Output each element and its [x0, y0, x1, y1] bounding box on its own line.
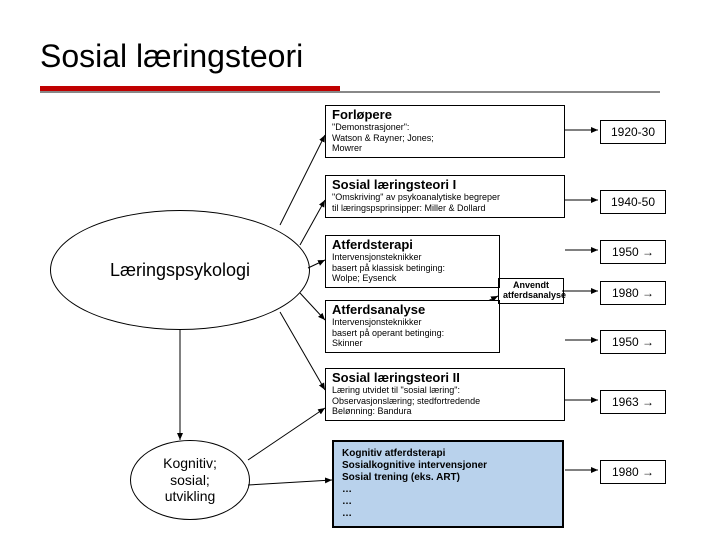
year-1920: 1920-30 — [600, 120, 666, 144]
year-1950b: 1950 → — [600, 330, 666, 354]
year-label: 1963 → — [612, 395, 654, 409]
box-head: Sosial læringsteori I — [332, 178, 558, 192]
box-slt1: Sosial læringsteori I "Omskriving" av ps… — [325, 175, 565, 218]
kbt-body: Kognitiv atferdsterapi Sosialkognitive i… — [342, 448, 487, 519]
box-atferdsterapi: Atferdsterapi Intervensjonsteknikker bas… — [325, 235, 500, 288]
box-body: Intervensjonsteknikker basert på klassis… — [332, 252, 493, 283]
box-kbt: Kognitiv atferdsterapi Sosialkognitive i… — [332, 440, 564, 528]
box-body: "Omskriving" av psykoanalytiske begreper… — [332, 192, 558, 213]
box-atferdsanalyse: Atferdsanalyse Intervensjonsteknikker ba… — [325, 300, 500, 353]
box-body: Læring utvidet til "sosial læring": Obse… — [332, 385, 558, 416]
oval-learning-psychology: Læringspsykologi — [50, 210, 310, 330]
box-head: Forløpere — [332, 108, 558, 122]
box-slt2: Sosial læringsteori II Læring utvidet ti… — [325, 368, 565, 421]
title-text: Sosial læringsteori — [40, 38, 303, 74]
year-label: 1940-50 — [611, 195, 655, 209]
box-head: Sosial læringsteori II — [332, 371, 558, 385]
year-1940: 1940-50 — [600, 190, 666, 214]
box-anvendt: Anvendt atferdsanalyse — [498, 278, 564, 304]
oval-label: Kognitiv; sosial; utvikling — [163, 455, 217, 505]
oval-label: Læringspsykologi — [110, 260, 250, 281]
year-label: 1950 → — [612, 335, 654, 349]
year-1980a: 1980 → — [600, 281, 666, 305]
year-label: 1920-30 — [611, 125, 655, 139]
page-title: Sosial læringsteori — [40, 38, 303, 75]
year-label: 1950 → — [612, 245, 654, 259]
box-head: Atferdsanalyse — [332, 303, 493, 317]
year-label: 1980 → — [612, 286, 654, 300]
applied-label: Anvendt atferdsanalyse — [503, 280, 566, 300]
box-body: "Demonstrasjoner": Watson & Rayner; Jone… — [332, 122, 558, 153]
year-1980b: 1980 → — [600, 460, 666, 484]
title-underline — [40, 91, 660, 93]
year-1963: 1963 → — [600, 390, 666, 414]
box-forlopere: Forløpere "Demonstrasjoner": Watson & Ra… — [325, 105, 565, 158]
box-head: Atferdsterapi — [332, 238, 493, 252]
box-body: Intervensjonsteknikker basert på operant… — [332, 317, 493, 348]
oval-cognitive-social: Kognitiv; sosial; utvikling — [130, 440, 250, 520]
year-1950a: 1950 → — [600, 240, 666, 264]
year-label: 1980 → — [612, 465, 654, 479]
